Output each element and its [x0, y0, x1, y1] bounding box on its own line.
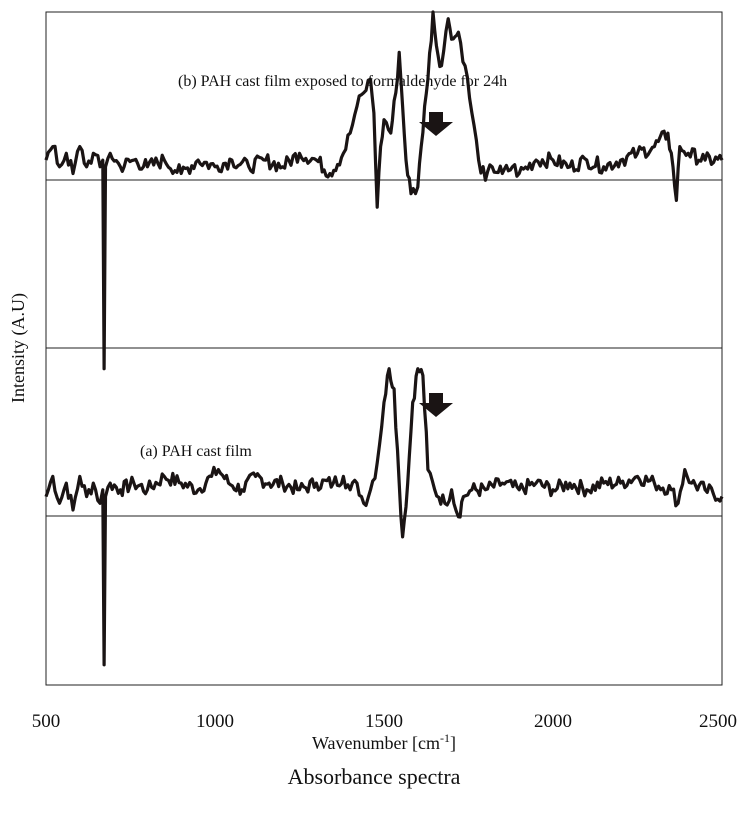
x-axis-title-main: Wavenumber [cm — [312, 733, 440, 753]
x-tick-2000: 2000 — [534, 711, 572, 732]
series-a-label: (a) PAH cast film — [140, 443, 252, 460]
x-tick-2500: 2500 — [699, 711, 737, 732]
x-axis-title-sup: -1 — [440, 731, 450, 745]
x-axis-title: Wavenumber [cm-1] — [312, 731, 456, 753]
x-tick-1500: 1500 — [365, 711, 403, 732]
arrow-marker-a — [419, 393, 453, 417]
arrow-layer — [419, 112, 453, 417]
x-axis-title-end: ] — [450, 733, 456, 753]
x-tick-1000: 1000 — [196, 711, 234, 732]
series-line-b — [44, 10, 724, 371]
figure-caption: Absorbance spectra — [287, 764, 461, 789]
series-b-label: (b) PAH cast film exposed to formaldehyd… — [178, 73, 507, 90]
series-line-a — [44, 367, 724, 667]
y-axis-title: Intensity (A.U) — [8, 293, 29, 403]
arrow-marker-b — [419, 112, 453, 136]
series-layer — [44, 10, 724, 667]
x-tick-500: 500 — [32, 711, 61, 732]
